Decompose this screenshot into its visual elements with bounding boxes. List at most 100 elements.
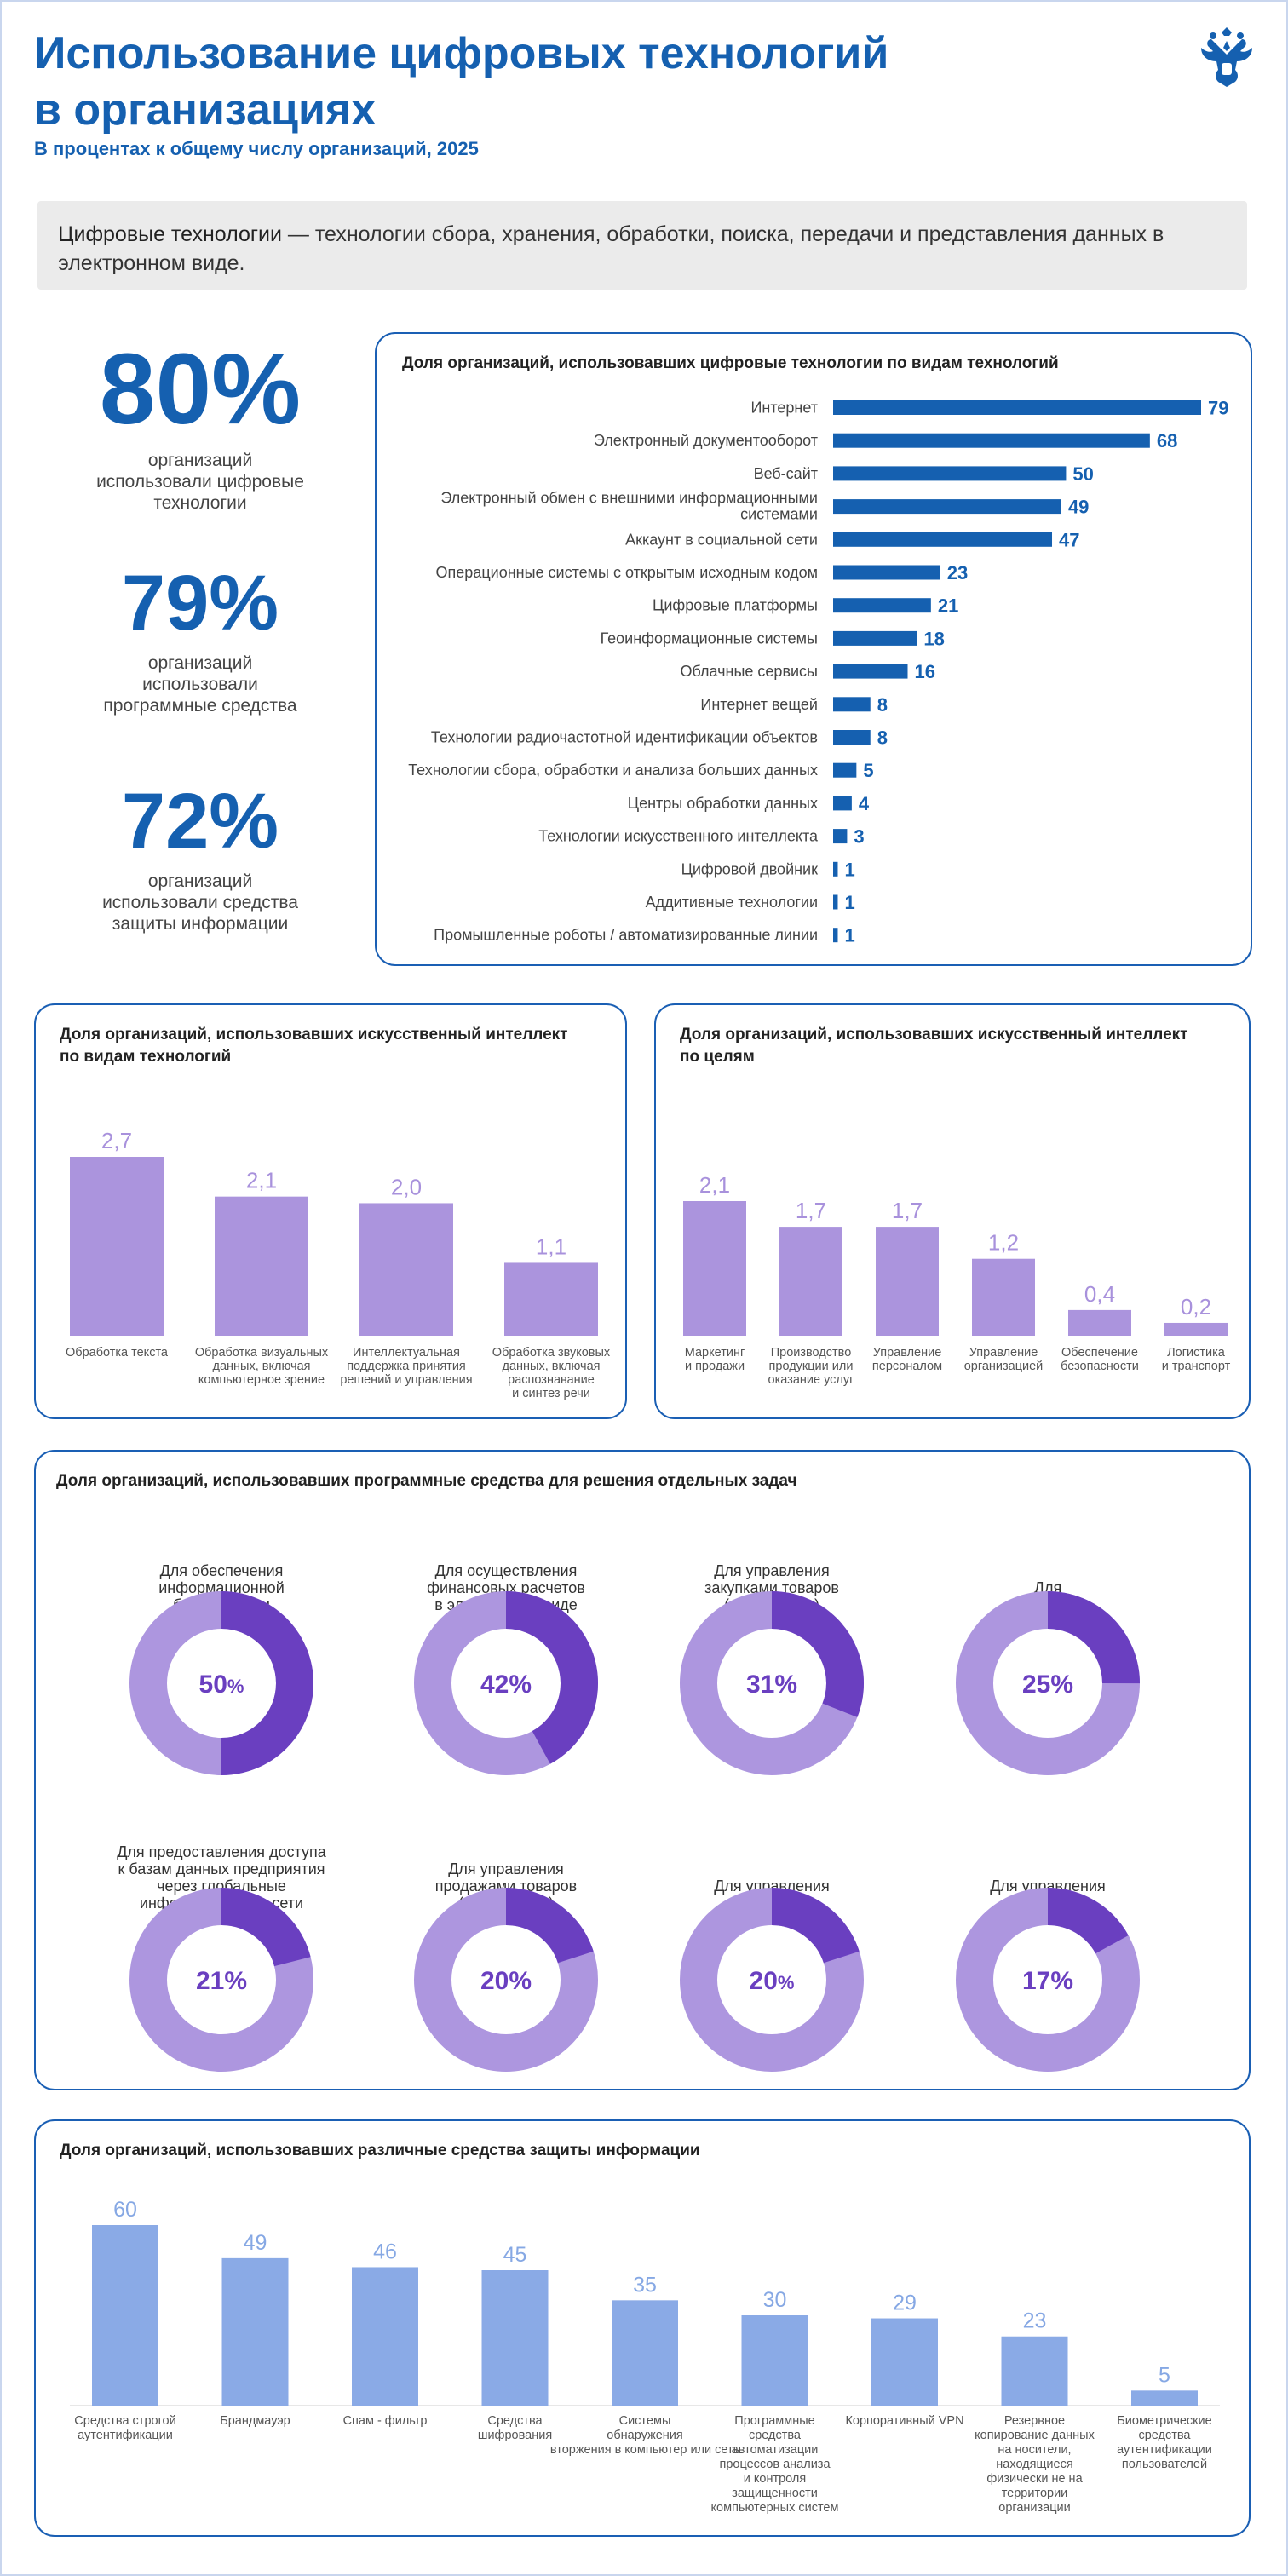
donut-value: 20%: [750, 1967, 795, 1995]
bar-value-label: 2,1: [699, 1172, 730, 1198]
bar: [352, 2267, 418, 2406]
bar-value-label: 1,2: [988, 1230, 1019, 1256]
bar-category-label: Средства строгой: [74, 2414, 175, 2428]
bar-category-label: Управление: [969, 1346, 1038, 1360]
donut-caption: Для управления: [714, 1562, 830, 1579]
donut-caption: через глобальные: [157, 1877, 286, 1895]
donut-percent-sign: %: [227, 1676, 244, 1697]
bar-value-label: 45: [503, 2243, 527, 2267]
bar: [871, 2318, 938, 2406]
bar: [833, 565, 940, 580]
bar-category-label: Системы: [619, 2414, 671, 2428]
bar-category-label: обнаружения: [607, 2429, 682, 2442]
bar: [833, 400, 1201, 415]
bar: [833, 829, 848, 844]
bar: [1164, 1322, 1228, 1336]
bar: [359, 1203, 453, 1336]
bar-category-label: Логистика: [1167, 1346, 1226, 1360]
donut-value: 50%: [199, 1670, 244, 1699]
bar-category-label: организации: [998, 2501, 1071, 2515]
bar-category-label: Центры обработки данных: [628, 795, 818, 812]
stat-desc-line: использовали: [142, 675, 258, 694]
bar-value-label: 5: [1159, 2363, 1170, 2387]
bar-value-label: 49: [244, 2231, 267, 2255]
bar-category-label: физически не на: [986, 2472, 1083, 2486]
bar-value-label: 21: [938, 595, 958, 617]
donut-caption: Для управления: [714, 1877, 830, 1895]
donut-caption: к базам данных предприятия: [118, 1860, 325, 1877]
bar-value-label: 35: [633, 2273, 657, 2297]
bar-value-label: 1,7: [796, 1198, 826, 1223]
bar-category-label: Управление: [873, 1346, 942, 1360]
bar: [833, 796, 852, 811]
bar-category-label: Брандмауэр: [220, 2414, 290, 2428]
donut-value: 31%: [746, 1670, 797, 1699]
stat-desc-line: организаций: [147, 871, 253, 891]
bar: [833, 630, 917, 646]
bar-category-label: и продажи: [685, 1360, 745, 1373]
donut-value: 20%: [480, 1967, 532, 1995]
bar-category-label: Технологии сбора, обработки и анализа бо…: [408, 762, 818, 779]
bar-category-label: данных, включая: [503, 1360, 601, 1373]
donut-caption: информационной: [158, 1579, 285, 1596]
bar-value-label: 5: [863, 760, 873, 781]
bar-category-label: средства: [1138, 2429, 1191, 2442]
bar-category-label: Электронный обмен с внешними информацион…: [440, 490, 818, 507]
stat-desc-line: использовали цифровые: [96, 472, 304, 492]
bar-category-label: Геоинформационные системы: [601, 630, 818, 647]
donut-caption: Для управления: [990, 1877, 1106, 1895]
bar-value-label: 16: [914, 661, 934, 682]
ai-technology-chart: 2,7 Обработка текста 2,1 Обработка визуальн…: [66, 1128, 611, 1400]
bar: [833, 762, 857, 778]
chart-title: Доля организаций, использовавших искусст…: [680, 1026, 1188, 1066]
donut-caption: Для обеспечения: [160, 1562, 284, 1579]
bar-category-label: Веб-сайт: [754, 465, 818, 482]
bar-category-label: системами: [740, 506, 818, 523]
bar-value-label: 47: [1059, 529, 1079, 550]
hbar-chart: 79 Интернет 68 Электронный документооборот 5…: [408, 398, 1228, 946]
double-headed-eagle-icon: [1201, 27, 1252, 87]
bar: [833, 433, 1150, 448]
bar: [1001, 2336, 1068, 2406]
donut-grid: Для обеспеченияинформационнойбезопасност…: [117, 1562, 1140, 2072]
bar-category-label: защищенности: [732, 2487, 818, 2500]
donut-segment: [680, 1591, 864, 1775]
bar-category-label: данных, включая: [213, 1360, 311, 1373]
definition-text: — технологии сбора, хранения, обработки,…: [58, 222, 1164, 275]
donut-caption: Для осуществления: [435, 1562, 578, 1579]
bar: [833, 598, 931, 613]
bar: [833, 532, 1053, 547]
donut-value: 25%: [1022, 1670, 1073, 1699]
card-digital-tech: Доля организаций, использовавших цифровы…: [375, 332, 1252, 966]
page-title: Использование цифровых технологий в орга…: [34, 29, 889, 135]
bar-category-label: персоналом: [872, 1360, 942, 1373]
bar: [972, 1258, 1035, 1336]
bar-value-label: 1: [844, 859, 854, 880]
bar-category-label: Аддитивные технологии: [646, 894, 818, 911]
card-ai-goals: Доля организаций, использовавших искусст…: [654, 1003, 1251, 1419]
bar-value-label: 0,4: [1084, 1281, 1115, 1307]
bar: [876, 1227, 939, 1336]
bar-category-label: оказание услуг: [768, 1373, 854, 1387]
bar-value-label: 4: [859, 793, 870, 814]
stat-protection: 72% организаций использовали средства за…: [51, 777, 349, 934]
bar: [70, 1157, 164, 1336]
bar: [741, 2315, 808, 2406]
bar-value-label: 2,0: [391, 1174, 422, 1199]
donut-segment: [680, 1888, 864, 2072]
bar-category-label: пользователей: [1122, 2458, 1207, 2471]
bar-category-label: Обработка звуковых: [492, 1346, 611, 1360]
bar-category-label: Интеллектуальная: [353, 1346, 460, 1360]
bar-value-label: 30: [763, 2288, 787, 2312]
bar: [833, 928, 838, 943]
bar-value-label: 8: [877, 727, 888, 749]
stat-value: 80%: [99, 333, 302, 446]
chart-title: Доля организаций, использовавших цифровы…: [402, 354, 1059, 372]
donut-value: 21%: [196, 1967, 247, 1995]
bar-category-label: компьютерное зрение: [198, 1373, 325, 1387]
bar-category-label: безопасности: [1061, 1360, 1139, 1373]
bar: [833, 861, 838, 877]
bar-value-label: 46: [373, 2240, 397, 2263]
bar: [215, 1196, 308, 1336]
donut-segment: [129, 1888, 313, 2072]
